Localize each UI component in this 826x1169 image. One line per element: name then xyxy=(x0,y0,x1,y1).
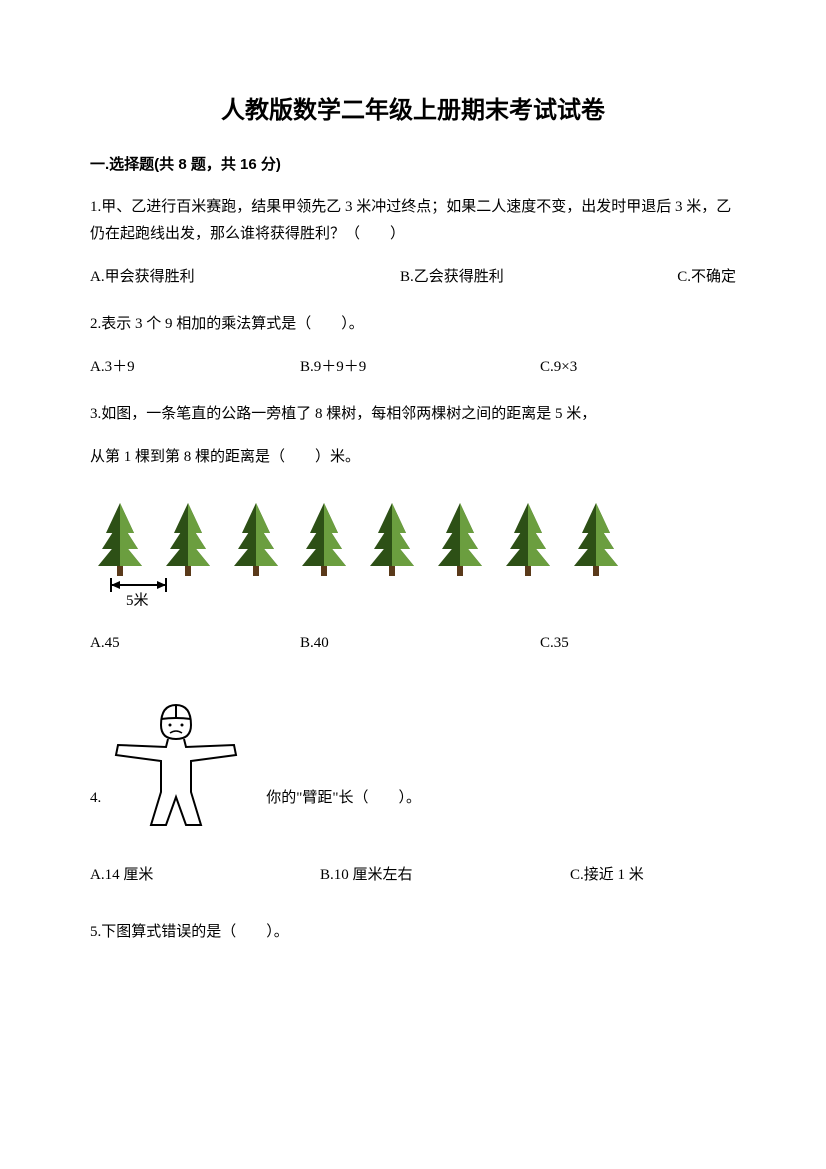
person-figure xyxy=(106,697,246,842)
question-2: 2.表示 3 个 9 相加的乘法算式是（ ）。 A.3＋9 B.9＋9＋9 C.… xyxy=(90,311,736,381)
tree-icon xyxy=(226,501,286,576)
tree-icon xyxy=(90,501,150,576)
q4-option-b: B.10 厘米左右 xyxy=(320,862,570,889)
measure-arrow-icon: 5米 xyxy=(108,578,188,606)
q5-text: 5.下图算式错误的是（ ）。 xyxy=(90,919,736,946)
q2-text: 2.表示 3 个 9 相加的乘法算式是（ ）。 xyxy=(90,311,736,338)
q3-option-a: A.45 xyxy=(90,630,300,657)
q3-option-c: C.35 xyxy=(540,630,736,657)
q4-options: A.14 厘米 B.10 厘米左右 C.接近 1 米 xyxy=(90,862,736,889)
q2-option-c: C.9×3 xyxy=(540,354,736,381)
q1-option-c: C.不确定 xyxy=(660,264,736,291)
tree-icon xyxy=(430,501,490,576)
q1-option-b: B.乙会获得胜利 xyxy=(400,264,660,291)
tree-row xyxy=(90,501,736,576)
person-arms-icon xyxy=(106,697,246,832)
q4-option-a: A.14 厘米 xyxy=(90,862,320,889)
tree-diagram: 5米 xyxy=(90,501,736,615)
q3-text-2: 从第 1 棵到第 8 棵的距离是（ ）米。 xyxy=(90,444,736,471)
tree-icon xyxy=(566,501,626,576)
tree-icon xyxy=(498,501,558,576)
question-4: 4. 你的"臂距"长（ ）。 A.14 厘米 B.10 厘米左右 C.接近 1 … xyxy=(90,697,736,889)
q2-option-b: B.9＋9＋9 xyxy=(300,354,540,381)
q1-option-a: A.甲会获得胜利 xyxy=(90,264,400,291)
question-3: 3.如图，一条笔直的公路一旁植了 8 棵树，每相邻两棵树之间的距离是 5 米， … xyxy=(90,401,736,657)
q1-options: A.甲会获得胜利 B.乙会获得胜利 C.不确定 xyxy=(90,264,736,291)
q2-option-a: A.3＋9 xyxy=(90,354,300,381)
q4-text: 你的"臂距"长（ ）。 xyxy=(266,785,421,842)
q3-option-b: B.40 xyxy=(300,630,540,657)
tree-icon xyxy=(362,501,422,576)
exam-title: 人教版数学二年级上册期末考试试卷 xyxy=(90,90,736,125)
measure-label: 5米 xyxy=(126,592,149,606)
tree-measure: 5米 xyxy=(108,578,736,615)
q2-options: A.3＋9 B.9＋9＋9 C.9×3 xyxy=(90,354,736,381)
tree-icon xyxy=(158,501,218,576)
q4-option-c: C.接近 1 米 xyxy=(570,862,736,889)
q4-number: 4. xyxy=(90,785,106,842)
tree-icon xyxy=(294,501,354,576)
q3-options: A.45 B.40 C.35 xyxy=(90,630,736,657)
q3-text-1: 3.如图，一条笔直的公路一旁植了 8 棵树，每相邻两棵树之间的距离是 5 米， xyxy=(90,401,736,428)
q1-text: 1.甲、乙进行百米赛跑，结果甲领先乙 3 米冲过终点；如果二人速度不变，出发时甲… xyxy=(90,194,736,248)
question-5: 5.下图算式错误的是（ ）。 xyxy=(90,919,736,946)
question-1: 1.甲、乙进行百米赛跑，结果甲领先乙 3 米冲过终点；如果二人速度不变，出发时甲… xyxy=(90,194,736,291)
section-1-header: 一.选择题(共 8 题，共 16 分) xyxy=(90,153,736,174)
